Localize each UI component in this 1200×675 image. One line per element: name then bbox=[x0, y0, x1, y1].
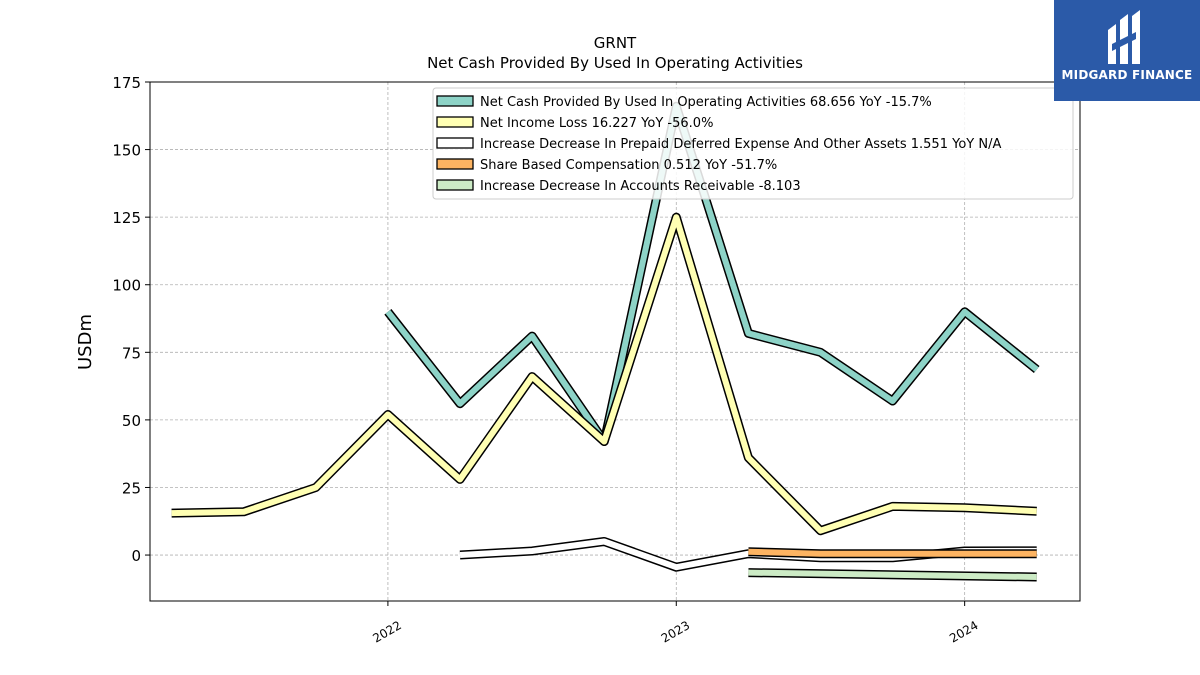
watermark-text: MIDGARD FINANCE bbox=[1061, 68, 1193, 82]
legend-label: Increase Decrease In Prepaid Deferred Ex… bbox=[480, 137, 1001, 152]
legend-label: Net Income Loss 16.227 YoY -56.0% bbox=[480, 116, 713, 131]
series-3 bbox=[748, 547, 1037, 559]
legend: Net Cash Provided By Used In Operating A… bbox=[432, 87, 1074, 200]
legend-label: Share Based Compensation 0.512 YoY -51.7… bbox=[480, 158, 777, 173]
midgard-logo-icon bbox=[1108, 10, 1140, 64]
legend-item: Share Based Compensation 0.512 YoY -51.7… bbox=[436, 158, 777, 173]
series-line bbox=[748, 569, 1037, 580]
series-4 bbox=[748, 568, 1037, 582]
series-line bbox=[385, 103, 1039, 445]
y-tick-label: 25 bbox=[122, 479, 141, 497]
chart-title: GRNT bbox=[594, 34, 637, 52]
y-tick-label: 50 bbox=[122, 412, 141, 430]
y-tick-label: 150 bbox=[112, 142, 141, 160]
x-tick-label: 2022 bbox=[370, 618, 403, 645]
x-tick-label: 2024 bbox=[947, 618, 980, 645]
y-axis-label: USDm bbox=[75, 314, 96, 370]
series-lines bbox=[171, 101, 1040, 582]
legend-item: Increase Decrease In Accounts Receivable… bbox=[436, 179, 801, 194]
legend-item: Increase Decrease In Prepaid Deferred Ex… bbox=[436, 137, 1001, 152]
x-tick-label: 2023 bbox=[659, 618, 692, 645]
chart-subtitle: Net Cash Provided By Used In Operating A… bbox=[427, 54, 803, 72]
legend-item: Net Cash Provided By Used In Operating A… bbox=[436, 95, 932, 110]
y-axis-ticks: 0 25 50 75 100 125 150 175 bbox=[112, 74, 150, 565]
legend-box bbox=[432, 87, 1074, 200]
legend-label: Increase Decrease In Accounts Receivable… bbox=[480, 179, 801, 194]
series-line bbox=[171, 214, 1037, 534]
y-tick-label: 75 bbox=[122, 344, 141, 362]
legend-swatch bbox=[436, 137, 474, 149]
legend-item: Net Income Loss 16.227 YoY -56.0% bbox=[436, 116, 713, 131]
y-tick-label: 175 bbox=[112, 74, 141, 92]
legend-swatch bbox=[436, 179, 474, 191]
legend-swatch bbox=[436, 158, 474, 170]
series-0 bbox=[384, 101, 1040, 446]
legend-label: Net Cash Provided By Used In Operating A… bbox=[480, 95, 932, 110]
y-tick-label: 125 bbox=[112, 209, 141, 227]
series-line bbox=[748, 548, 1037, 557]
series-line-outline bbox=[171, 212, 1037, 536]
y-tick-label: 100 bbox=[112, 277, 141, 295]
legend-swatch bbox=[436, 95, 474, 107]
plot-frame bbox=[149, 81, 1081, 602]
watermark-logo: MIDGARD FINANCE bbox=[1054, 0, 1200, 101]
y-tick-label: 0 bbox=[131, 547, 141, 565]
legend-swatch bbox=[436, 116, 474, 128]
x-axis-ticks: 2022 2023 2024 bbox=[370, 601, 981, 646]
series-1 bbox=[171, 212, 1037, 536]
